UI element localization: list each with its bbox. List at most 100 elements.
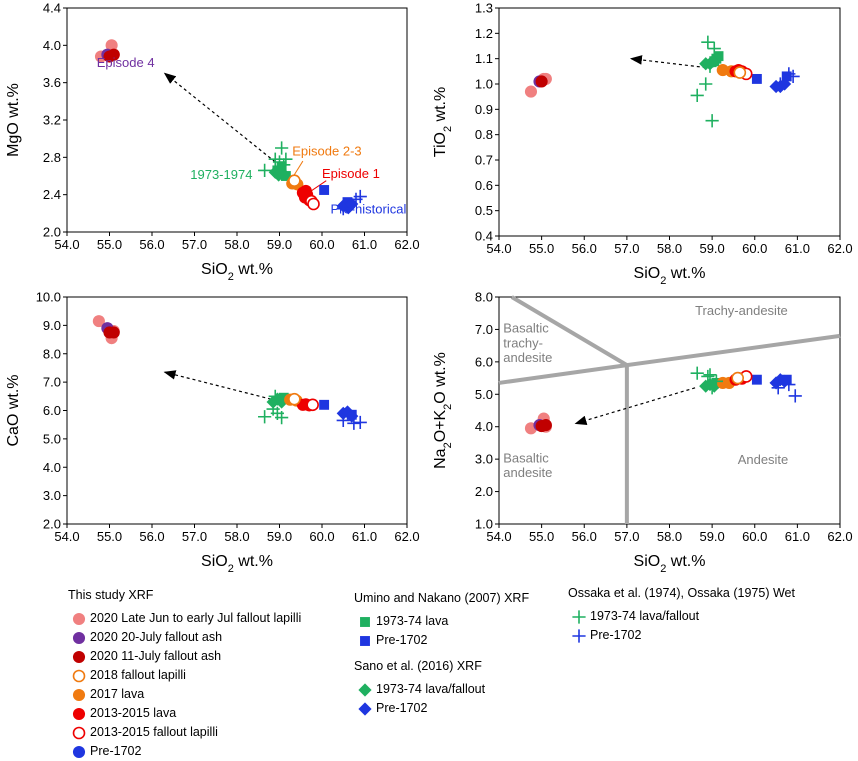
x-tick-label: 56.0	[572, 529, 597, 544]
x-tick-label: 58.0	[657, 529, 682, 544]
x-tick-label: 56.0	[139, 237, 164, 252]
x-tick-label: 62.0	[827, 241, 852, 256]
data-point	[258, 410, 272, 424]
y-tick-label: 2.8	[43, 150, 61, 165]
series-ossaka-1973-74-lava-fallout	[258, 141, 293, 177]
legend-heading: Sano et al. (2016) XRF	[354, 659, 482, 673]
x-tick-label: 55.0	[529, 241, 554, 256]
series-2020-11-july-fallout-ash	[535, 419, 552, 433]
y-tick-label: 0.8	[475, 127, 493, 142]
x-tick-label: 61.0	[352, 237, 377, 252]
legend-marker-plus	[568, 628, 590, 643]
data-point	[353, 189, 367, 204]
x-tick-label: 62.0	[394, 529, 419, 544]
series-2018-fallout-lapilli	[733, 66, 747, 79]
y-tick-label: 2.0	[43, 517, 61, 532]
series-sano-1973-74-lava-fallout	[268, 165, 289, 182]
trend-arrow	[629, 55, 706, 69]
legend-label: 1973-74 lava/fallout	[376, 682, 486, 696]
series-2020-11-july-fallout-ash	[103, 48, 120, 63]
field-label-trachy: trachy-	[503, 335, 543, 350]
y-tick-label: 0.7	[475, 153, 493, 168]
trend-arrow	[163, 370, 272, 400]
x-tick-label: 58.0	[224, 237, 249, 252]
legend-item: 1973-74 lava/fallout	[354, 680, 485, 699]
data-point	[306, 398, 319, 412]
y-tick-label: 7.0	[475, 322, 493, 337]
legend-marker-plus	[568, 609, 590, 624]
data-point	[279, 152, 293, 166]
legend-this-study: This study XRF 2020 Late Jun to early Ju…	[68, 586, 301, 761]
field-label-basaltic: Basaltic	[503, 321, 549, 336]
legend-marker-ocircle	[68, 669, 90, 683]
legend-heading: Umino and Nakano (2007) XRF	[354, 591, 530, 605]
data-point	[92, 315, 105, 328]
data-point	[319, 185, 330, 195]
legend-item: 2013-2015 lava	[68, 704, 301, 723]
data-point	[707, 41, 721, 56]
legend-item: Pre-1702	[354, 699, 485, 718]
legend-item: 1973-74 lava	[354, 612, 529, 631]
field-label-andesite: andesite	[503, 350, 552, 365]
x-tick-label: 55.0	[97, 529, 122, 544]
legend-marker-circle	[68, 612, 90, 626]
legend-umino: Umino and Nakano (2007) XRF 1973-74 lava…	[354, 589, 529, 650]
x-tick-label: 55.0	[97, 237, 122, 252]
annotation-1973-1974: 1973-1974	[190, 167, 252, 182]
x-axis-label: SiO2 wt.%	[201, 553, 273, 575]
x-tick-label: 59.0	[699, 529, 724, 544]
legend-marker-circle	[68, 688, 90, 702]
x-tick-label: 59.0	[267, 237, 292, 252]
legend-item: 2020 20-July fallout ash	[68, 628, 301, 647]
data-point	[524, 85, 538, 98]
data-point	[773, 77, 787, 91]
y-tick-label: 0.4	[475, 229, 493, 244]
y-tick-label: 1.0	[475, 77, 493, 92]
legend-label: 2020 11-July fallout ash	[90, 649, 222, 663]
y-tick-label: 0.6	[475, 178, 493, 193]
data-point	[535, 75, 548, 88]
data-point	[275, 165, 289, 179]
data-point	[705, 114, 719, 128]
legend-label: 1973-74 lava	[376, 614, 449, 628]
y-tick-label: 0.5	[475, 203, 493, 218]
series-ossaka-pre-1702	[336, 413, 367, 430]
data-point	[703, 368, 717, 382]
data-point	[319, 399, 330, 410]
data-point	[347, 416, 361, 430]
data-point	[701, 369, 715, 384]
data-point	[733, 66, 747, 79]
y-tick-label: 3.0	[43, 488, 61, 503]
field-label-basaltic: Basaltic	[503, 450, 549, 465]
data-point	[771, 381, 785, 395]
x-tick-label: 57.0	[614, 529, 639, 544]
plot-frame	[498, 296, 841, 525]
x-tick-label: 56.0	[139, 529, 164, 544]
legend-marker-ocircle	[68, 726, 90, 740]
data-point	[345, 197, 359, 211]
annotation-episode-1: Episode 1	[322, 166, 380, 181]
legend-items: 1973-74 lava/fallout Pre-1702	[354, 680, 485, 718]
legend-marker-square	[354, 615, 376, 629]
x-tick-label: 57.0	[182, 237, 207, 252]
legend-sano: Sano et al. (2016) XRF 1973-74 lava/fall…	[354, 657, 485, 718]
y-axis-label: MgO wt.%	[5, 83, 22, 157]
data-point	[277, 158, 291, 172]
legend-label: Pre-1702	[376, 701, 428, 715]
series-2020-11-july-fallout-ash	[535, 75, 548, 88]
legend-item: 2020 Late Jun to early Jul fallout lapil…	[68, 609, 301, 628]
x-tick-label: 58.0	[657, 241, 682, 256]
x-tick-label: 61.0	[785, 241, 810, 256]
y-tick-label: 8.0	[475, 290, 493, 305]
chart-mgo: 54.0 55.0 56.0 57.0 58.0 59.0 60.0 61.0 62.0 2.0 2…	[5, 1, 420, 284]
legend-marker-diamond	[354, 682, 376, 697]
legend-label: 2020 Late Jun to early Jul fallout lapil…	[90, 611, 302, 625]
x-tick-label: 62.0	[394, 237, 419, 252]
series-2018-fallout-lapilli	[288, 392, 301, 406]
y-axis-label: TiO2 wt.%	[432, 87, 454, 157]
data-point	[275, 410, 289, 425]
x-tick-label: 55.0	[529, 529, 554, 544]
x-tick-label: 57.0	[182, 529, 207, 544]
legend-items: 2020 Late Jun to early Jul fallout lapil…	[68, 609, 301, 761]
y-tick-label: 2.0	[43, 225, 61, 240]
